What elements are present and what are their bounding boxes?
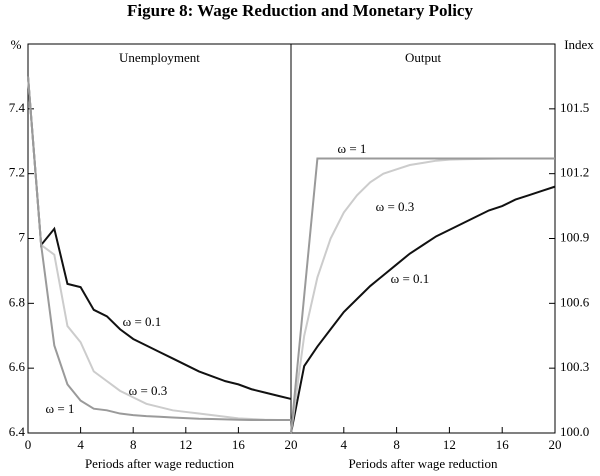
x-axis-label: Periods after wage reduction [85,456,235,471]
panel-title: Output [405,50,442,65]
y-tick-label: 7.4 [9,100,26,115]
x-tick-label: 0 [25,437,32,452]
x-tick-label: 16 [232,437,246,452]
y-tick-label: 6.4 [9,424,26,439]
y-tick-label: 7 [19,229,26,244]
series-label: ω = 0.1 [123,314,162,329]
y-axis-label: Index [564,37,594,52]
x-tick-label: 12 [443,437,456,452]
x-tick-label: 4 [341,437,348,452]
series-label: ω = 1 [338,141,367,156]
y-tick-label: 100.3 [560,359,589,374]
y-tick-label: 100.9 [560,229,589,244]
series-line [290,185,556,434]
y-tick-label: 6.6 [9,359,26,374]
x-tick-label: 8 [393,437,400,452]
y-tick-label: 100.0 [560,424,589,439]
x-tick-label: 20 [549,437,562,452]
y-tick-label: 7.2 [9,165,25,180]
x-axis-label: Periods after wage reduction [348,456,498,471]
series-label: ω = 1 [46,401,75,416]
series-line [290,157,555,434]
x-tick-label: 4 [77,437,84,452]
series-label: ω = 0.3 [129,383,168,398]
series-line [27,76,292,400]
y-axis-label: % [11,37,22,52]
y-tick-label: 100.6 [560,294,590,309]
x-tick-label: 8 [130,437,137,452]
x-tick-label: 12 [179,437,192,452]
x-tick-label: 20 [285,437,298,452]
series-line [27,76,291,422]
figure-title: Figure 8: Wage Reduction and Monetary Po… [127,1,473,20]
panel-title: Unemployment [119,50,200,65]
x-tick-label: 16 [496,437,510,452]
y-tick-label: 101.2 [560,165,589,180]
series-label: ω = 0.3 [376,199,415,214]
series-label: ω = 0.1 [391,271,430,286]
y-tick-label: 101.5 [560,100,589,115]
y-tick-label: 6.8 [9,294,25,309]
series-line [27,76,291,422]
